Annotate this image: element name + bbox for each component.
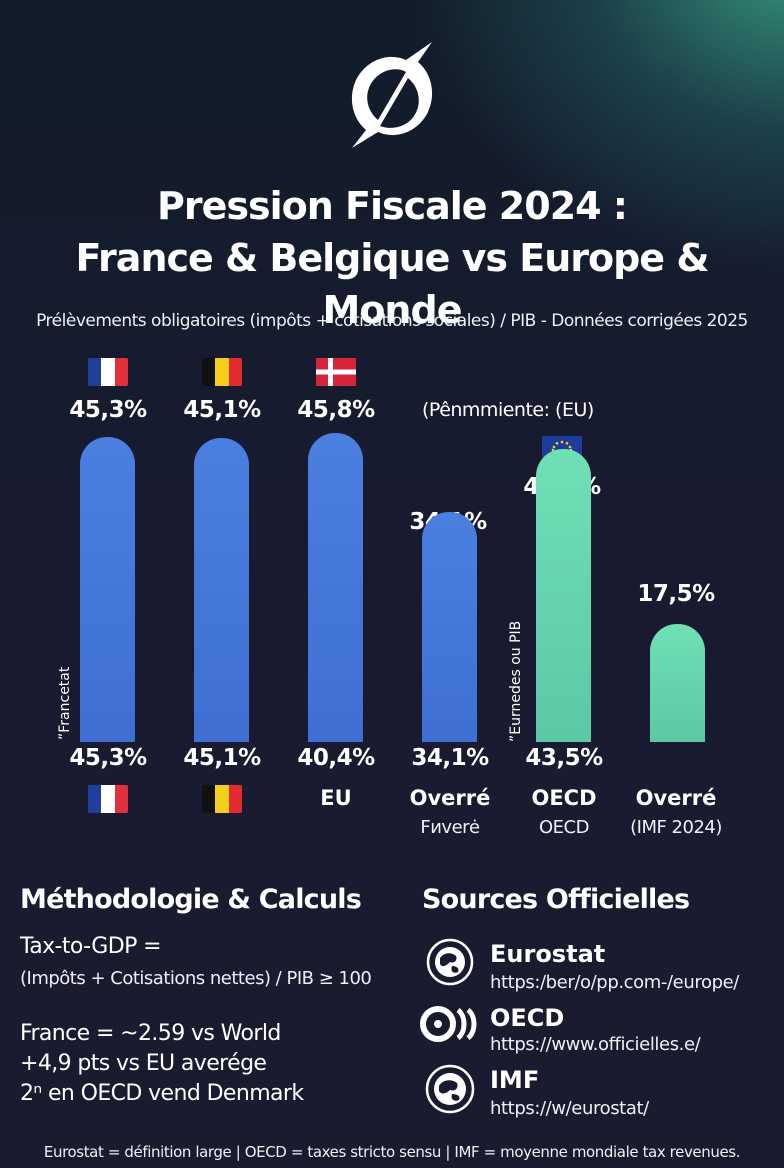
eurostat-seal-icon bbox=[426, 938, 474, 986]
bottom-value-overre: 34,1% bbox=[411, 745, 489, 771]
bar-value-label-imf: 17,5% bbox=[637, 581, 715, 607]
page-title-line2: France & Belgique vs Europe & Monde bbox=[75, 236, 710, 332]
chart-annotation: (Pênmmiente: (EU) bbox=[422, 399, 594, 421]
methodology-line-1: France = ~2.59 vs World bbox=[20, 1021, 281, 1046]
in-bar-label-france: ”Francetat bbox=[57, 666, 73, 740]
bar-danemark bbox=[308, 433, 363, 742]
source-name-oecd: OECD bbox=[490, 1004, 565, 1032]
category-sublabel-overre: Fиverė bbox=[420, 817, 480, 838]
formula-text: (Impôts + Cotisations nettes) / PIB ≥ 10… bbox=[20, 968, 372, 989]
bottom-value-oecd: 43,5% bbox=[525, 745, 603, 771]
bar-imf bbox=[650, 624, 705, 742]
france-flag-icon bbox=[88, 358, 128, 386]
source-link-oecd[interactable]: https://www.officielles.e/ bbox=[490, 1034, 701, 1055]
source-link-imf[interactable]: https://w/eurostat/ bbox=[490, 1098, 649, 1119]
category-label-imf: Overré bbox=[635, 786, 717, 810]
page-title-line1: Pression Fiscale 2024 : bbox=[157, 184, 628, 228]
imf-seal-icon bbox=[425, 1064, 475, 1114]
sources-heading: Sources Officielles bbox=[422, 884, 690, 915]
footer-note: Eurostat = définition large | OECD = tax… bbox=[43, 1143, 741, 1161]
belgium-flag-icon bbox=[202, 358, 242, 386]
bar-overre bbox=[422, 512, 477, 742]
source-name-eurostat: Eurostat bbox=[490, 940, 606, 968]
bar-france bbox=[80, 436, 135, 742]
bottom-value-belgique: 45,1% bbox=[183, 745, 261, 771]
category-label-overre: Overré bbox=[409, 786, 491, 810]
oecd-logo-icon bbox=[420, 1006, 477, 1042]
methodology-line-2: +4,9 pts vs EU averége bbox=[20, 1051, 267, 1076]
category-sublabel-imf: (IMF 2024) bbox=[630, 817, 722, 838]
bar-value-label-danemark: 45,8% bbox=[297, 397, 375, 423]
category-label-oecd: OECD bbox=[531, 786, 597, 810]
bar-belgique bbox=[194, 438, 249, 742]
page-subtitle: Prélèvements obligatoires (impôts + coti… bbox=[36, 311, 748, 331]
formula-title: Tax-to-GDP = bbox=[20, 934, 162, 959]
in-bar-label-oecd: ”Eurnedes ou PIB bbox=[508, 620, 524, 742]
source-link-eurostat[interactable]: https:/ber/o/pp.com-/europe/ bbox=[490, 972, 739, 993]
france-flag-bottom-icon bbox=[88, 785, 128, 813]
bar-value-label-belgique: 45,1% bbox=[183, 397, 261, 423]
denmark-flag-icon bbox=[316, 358, 356, 386]
bottom-value-eu: 40,4% bbox=[297, 745, 375, 771]
bar-oecd bbox=[536, 448, 591, 742]
bar-value-label-france: 45,3% bbox=[69, 397, 147, 423]
source-name-imf: IMF bbox=[490, 1066, 540, 1094]
brand-logo-icon bbox=[351, 42, 433, 148]
bottom-value-france: 45,3% bbox=[69, 745, 147, 771]
category-sublabel-oecd: OECD bbox=[539, 817, 589, 838]
methodology-line-3: 2ⁿ en OECD vend Denmark bbox=[20, 1081, 304, 1106]
belgium-flag-bottom-icon bbox=[202, 785, 242, 813]
category-label-eu: EU bbox=[320, 786, 352, 810]
methodology-heading: Méthodologie & Calculs bbox=[20, 884, 362, 915]
